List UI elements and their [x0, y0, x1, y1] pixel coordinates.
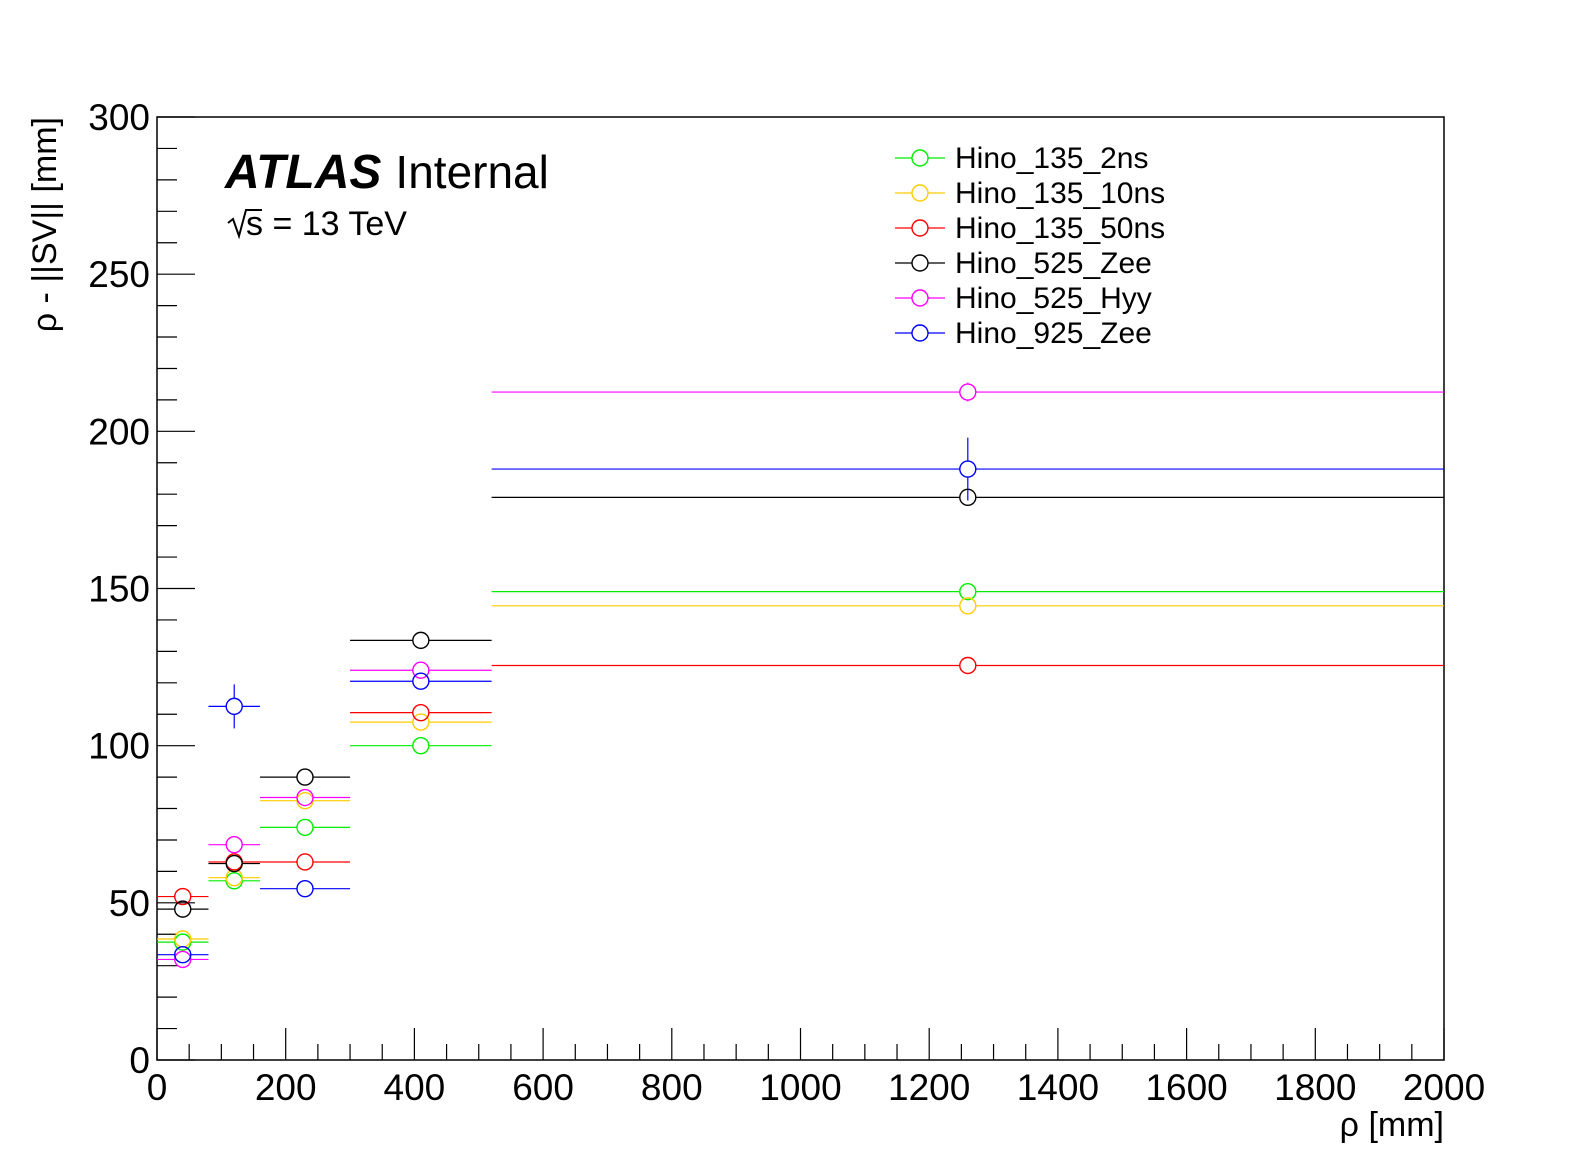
error-bars [157, 382, 1444, 961]
data-point [959, 582, 977, 601]
x-tick-label: 2000 [1403, 1067, 1485, 1108]
y-tick-label: 50 [109, 883, 150, 924]
data-point [412, 672, 430, 690]
x-tick-label: 600 [512, 1067, 574, 1108]
energy-value: = 13 TeV [263, 205, 407, 243]
x-tick-label: 1600 [1145, 1067, 1227, 1108]
data-point [296, 791, 314, 810]
axis-ticks [156, 116, 1445, 1061]
x-tick-label: 1800 [1274, 1067, 1356, 1108]
y-tick-label: 200 [88, 411, 150, 452]
legend-marker [911, 184, 929, 202]
data-point [174, 950, 192, 969]
data-point [412, 736, 430, 755]
y-tick-label: 300 [88, 97, 150, 138]
plot-frame [156, 116, 1445, 1061]
legend-marker [911, 149, 929, 167]
data-point [225, 853, 243, 871]
data-point [174, 930, 192, 948]
data-point [174, 945, 192, 964]
legend-label: Hino_525_Hyy [955, 282, 1152, 315]
data-point [296, 879, 314, 898]
data-point [959, 460, 977, 478]
x-axis-title: ρ [mm] [1340, 1106, 1444, 1144]
data-point [412, 661, 430, 679]
y-tick-label: 250 [88, 254, 150, 295]
data-point [296, 788, 314, 807]
data-point [225, 697, 243, 716]
data-point [174, 933, 192, 951]
legend-marker [911, 324, 929, 342]
x-tick-label: 1000 [759, 1067, 841, 1108]
data-point [412, 703, 430, 722]
legend-marker [911, 254, 929, 272]
data-point [296, 818, 314, 837]
x-tick-label: 1400 [1017, 1067, 1099, 1108]
data-point [225, 835, 243, 854]
atlas-label: ATLAS Internal [224, 146, 549, 199]
tick-labels: 0 200 400 600 800 1000 1200 1400 1600 1800 2000 0 50… [88, 97, 1485, 1108]
y-axis-title: ρ - ||SV|| [mm] [26, 117, 64, 332]
data-point [225, 854, 243, 873]
y-tick-label: 100 [88, 726, 150, 767]
data-point [959, 656, 977, 675]
legend-marker [911, 219, 929, 237]
energy-label: s = 13 TeV [227, 205, 407, 243]
legend: Hino_135_2nsHino_135_10nsHino_135_50nsHi… [895, 142, 1165, 350]
energy-sqrt-argument: s [246, 205, 263, 243]
legend-marker [911, 289, 929, 307]
data-point [959, 597, 977, 615]
data-point [225, 872, 243, 890]
legend-label: Hino_525_Zee [955, 247, 1152, 280]
x-tick-label: 1200 [888, 1067, 970, 1108]
y-tick-label: 0 [129, 1040, 150, 1081]
x-tick-label: 200 [255, 1067, 317, 1108]
x-tick-label: 0 [147, 1067, 168, 1108]
data-point [174, 887, 192, 906]
data-point [412, 713, 430, 731]
sqrt-radical-icon [227, 209, 262, 240]
data-point [412, 631, 430, 650]
data-point [296, 768, 314, 786]
data-point [174, 900, 192, 918]
legend-label: Hino_135_50ns [955, 212, 1165, 245]
data-point [959, 383, 977, 401]
svg-text:s = 13 TeV: s = 13 TeV [246, 205, 407, 243]
legend-label: Hino_135_2ns [955, 142, 1149, 175]
legend-label: Hino_925_Zee [955, 317, 1152, 350]
data-point [296, 853, 314, 871]
x-tick-label: 400 [384, 1067, 446, 1108]
atlas-label-main: ATLAS [224, 146, 381, 199]
atlas-label-sub: Internal [395, 146, 548, 198]
y-tick-label: 150 [88, 569, 150, 610]
x-tick-label: 800 [641, 1067, 703, 1108]
data-point [959, 488, 977, 507]
data-markers [174, 383, 977, 969]
legend-label: Hino_135_10ns [955, 177, 1165, 210]
